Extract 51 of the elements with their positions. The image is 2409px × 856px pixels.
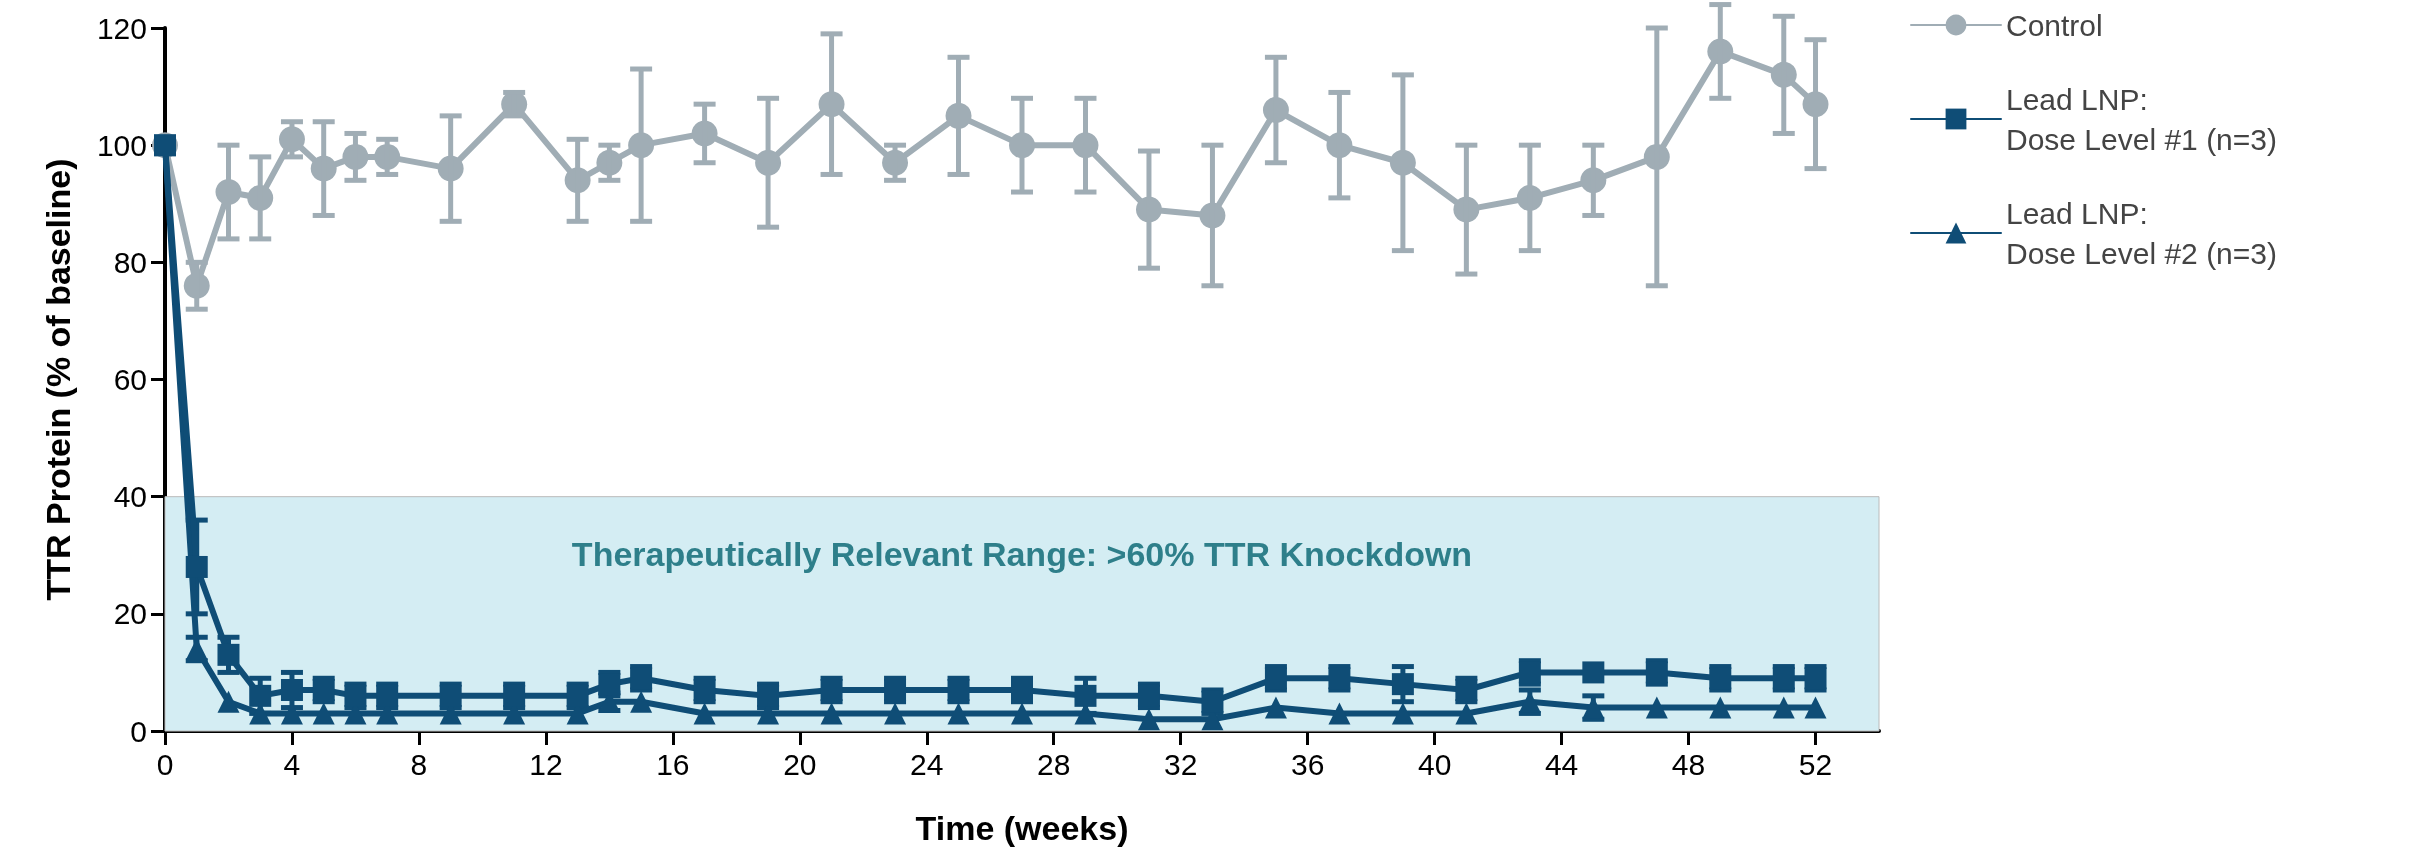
x-tick-label: 48 <box>1671 747 1706 781</box>
point <box>1709 696 1732 719</box>
point <box>217 690 240 713</box>
point <box>1011 702 1033 725</box>
point <box>1074 684 1097 707</box>
y-tick-label: 0 <box>130 714 147 748</box>
point <box>1582 661 1605 684</box>
x-tick-label: 20 <box>783 747 817 781</box>
x-tick-label: 52 <box>1798 747 1833 781</box>
x-tick-label: 12 <box>529 747 563 781</box>
point <box>1391 702 1414 725</box>
y-tick-label: 80 <box>113 245 147 279</box>
point <box>1804 696 1827 719</box>
y-tick-label: 40 <box>113 480 147 514</box>
y-tick-label: 60 <box>113 363 147 396</box>
legend-label: Lead LNP: Dose Level #2 (n=3) <box>2006 196 2277 270</box>
x-tick-label: 16 <box>656 747 690 781</box>
y-tick-label: 20 <box>113 597 147 631</box>
legend-label: Lead LNP: Dose Level #1 (n=3) <box>2006 82 2277 156</box>
point <box>1264 696 1287 719</box>
point <box>1137 708 1160 731</box>
point <box>185 555 208 578</box>
point <box>1772 696 1795 719</box>
band-label: Therapeutically Relevant Range: >60% TTR Knockdown <box>571 534 1473 573</box>
point <box>249 684 272 707</box>
x-tick-label: 36 <box>1290 747 1325 781</box>
point <box>280 678 303 701</box>
point <box>820 702 843 725</box>
y-tick-label: 120 <box>96 11 147 45</box>
x-tick-label: 8 <box>410 747 428 781</box>
y-axis-title: TTR Protein (% of baseline) <box>39 158 77 601</box>
y-tick-label: 100 <box>96 128 147 162</box>
point <box>1328 702 1351 725</box>
point <box>217 643 240 666</box>
legend-label: Control <box>2006 8 2103 42</box>
point <box>884 702 907 725</box>
x-tick-label: 32 <box>1164 747 1198 781</box>
point <box>630 690 653 713</box>
point <box>1455 702 1478 725</box>
point <box>312 702 335 725</box>
point <box>947 702 970 725</box>
x-tick-label: 40 <box>1417 747 1452 781</box>
x-tick-label: 0 <box>156 747 174 781</box>
point <box>1391 673 1414 696</box>
x-tick-label: 24 <box>910 747 944 781</box>
x-tick-label: 44 <box>1544 747 1579 781</box>
x-tick-label: 4 <box>283 747 301 781</box>
point <box>693 702 716 725</box>
x-tick-label: 28 <box>1037 747 1071 781</box>
x-axis-title: Time (weeks) <box>915 809 1129 847</box>
point <box>1645 696 1668 719</box>
